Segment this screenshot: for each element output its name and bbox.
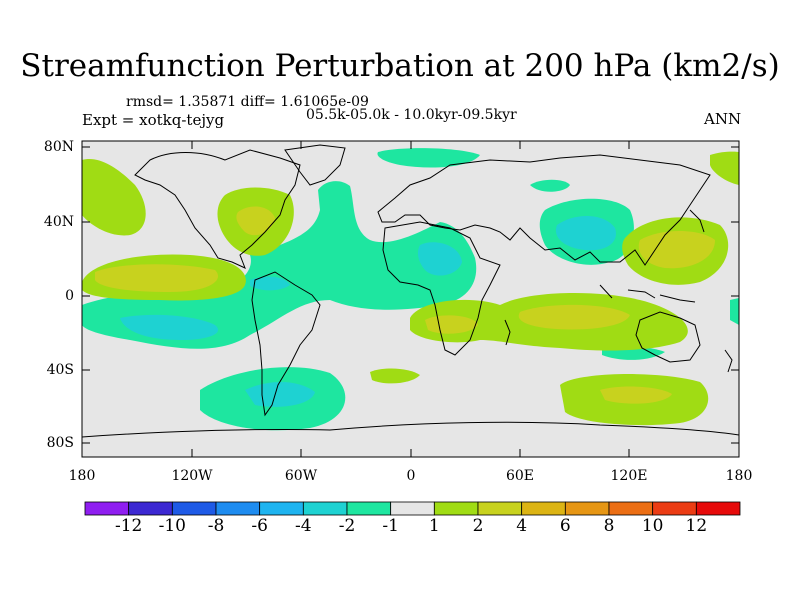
lon-label: 180	[68, 468, 96, 484]
colorbar-swatch	[215, 501, 261, 516]
colorbar-swatch	[608, 501, 654, 516]
coast-north-america	[134, 149, 301, 269]
lon-label: 0	[406, 468, 416, 484]
colorbar-label: 4	[516, 516, 528, 536]
colorbar-label: -2	[338, 516, 356, 536]
stats-text: rmsd= 1.35871 diff= 1.61065e-09	[126, 94, 369, 110]
colorbar-label: 8	[603, 516, 615, 536]
colorbar-swatch	[171, 501, 217, 516]
lon-label: 60W	[284, 468, 318, 484]
colorbar-swatch	[477, 501, 523, 516]
contour-pos-mid	[638, 231, 715, 269]
colorbar-label: -10	[158, 516, 187, 536]
colorbar-swatch	[695, 501, 741, 516]
contour-pos-weak	[370, 368, 420, 384]
coast-australia	[635, 311, 701, 363]
colorbar-label: -6	[251, 516, 268, 536]
contour-pos-mid	[95, 264, 218, 292]
contour-neg-mid	[555, 215, 616, 251]
colorbar-label: 6	[559, 516, 571, 536]
colorbar-swatch	[259, 501, 304, 516]
contour-neg-weak	[82, 181, 477, 349]
colorbar-swatch	[128, 501, 173, 516]
contour-neg-mid	[120, 314, 219, 340]
map-title: Streamfunction Perturbation at 200 hPa (…	[20, 48, 780, 84]
lat-label: 0	[65, 288, 74, 304]
lat-label: 40S	[46, 362, 74, 378]
experiment-label: Expt = xotkq-tejyg	[82, 111, 225, 129]
colorbar	[84, 501, 741, 516]
coast-africa	[382, 221, 501, 356]
lat-label: 80N	[43, 139, 74, 155]
colorbar-label: -8	[207, 516, 225, 536]
season-label: ANN	[704, 110, 742, 128]
colorbar-label: 2	[472, 516, 484, 536]
coast-madagascar	[504, 319, 511, 346]
colorbar-label: 1	[428, 516, 440, 536]
coast-europe-asia	[377, 154, 711, 266]
colorbar-label: -12	[114, 516, 143, 536]
coast-new-zealand	[724, 349, 733, 373]
coast-indonesia	[599, 284, 696, 303]
lat-label: 80S	[46, 435, 74, 451]
colorbar-label: -4	[295, 516, 312, 536]
coast-south-america	[251, 271, 321, 417]
lon-label: 120E	[610, 468, 648, 484]
coast-antarctica	[82, 421, 739, 438]
lat-label: 40N	[43, 214, 74, 230]
colorbar-swatch	[433, 501, 479, 516]
field-layer	[82, 141, 739, 457]
colorbar-label: -1	[382, 516, 399, 536]
colorbar-swatch	[652, 501, 697, 516]
lon-label: 60E	[505, 468, 535, 484]
colorbar-label: 12	[685, 516, 708, 536]
colorbar-swatch	[84, 501, 130, 516]
colorbar-swatch	[346, 501, 392, 516]
contour-neg-mid	[250, 276, 290, 291]
contour-pos-mid	[236, 206, 275, 236]
colorbar-swatch	[564, 501, 610, 516]
period-label: 05.5k-05.0k - 10.0kyr-09.5kyr	[306, 107, 517, 123]
coast-greenland	[284, 144, 346, 186]
contour-pos-weak	[82, 159, 146, 236]
coastlines	[82, 144, 739, 438]
contour-neg-mid	[417, 242, 462, 276]
colorbar-swatch	[521, 501, 566, 516]
colorbar-swatch	[302, 501, 348, 516]
contour-pos-weak	[710, 151, 739, 185]
contour-pos-mid	[600, 386, 672, 404]
colorbar-swatch	[390, 501, 435, 516]
axis-ticks	[82, 141, 739, 457]
lon-label: 180	[725, 468, 753, 484]
lon-label: 120W	[171, 468, 213, 484]
colorbar-label: 10	[641, 516, 664, 536]
contour-neg-weak	[530, 179, 570, 192]
contour-neg-weak	[377, 148, 480, 168]
contour-pos-mid	[518, 304, 630, 330]
contour-neg-weak	[730, 298, 739, 325]
coast-japan	[689, 209, 705, 233]
